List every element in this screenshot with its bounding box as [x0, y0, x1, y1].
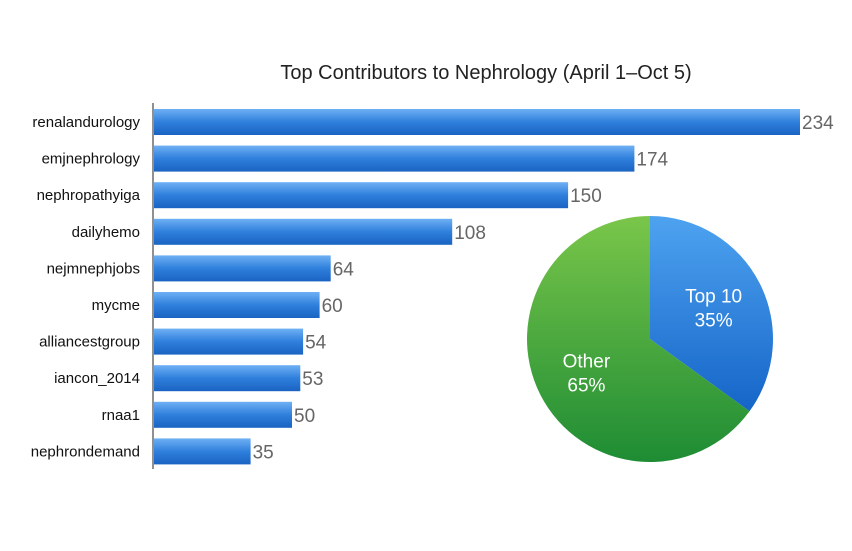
bar-series: renalandurology 234 emjnephrology 174 nephro…: [31, 109, 834, 465]
category-label: nephropathyiga: [37, 187, 141, 204]
bar-iancon-2014: [154, 365, 301, 392]
bar-renalandurology: [154, 109, 800, 135]
value-label: 35: [253, 442, 274, 463]
pie-slice-percent: 35%: [695, 311, 733, 332]
bar-nephrondemand: [154, 438, 251, 465]
category-label: nejmnephjobs: [47, 260, 140, 277]
category-label: renalandurology: [32, 114, 140, 131]
category-label: emjnephrology: [42, 151, 141, 168]
value-label: 234: [802, 113, 834, 134]
value-label: 150: [570, 186, 602, 207]
bar-rnaa1: [154, 401, 292, 428]
value-label: 108: [454, 223, 486, 244]
category-label: nephrondemand: [31, 443, 140, 460]
pie-chart: Top 10 35% Other 65%: [527, 215, 774, 462]
category-label: iancon_2014: [54, 370, 140, 387]
pie-slice-other: [527, 216, 750, 462]
value-label: 53: [302, 369, 323, 390]
value-label: 174: [636, 150, 668, 171]
category-label: dailyhemo: [72, 224, 140, 241]
bar-dailyhemo: [154, 218, 453, 245]
pie-slice-top-10: [650, 215, 774, 412]
pie-slice-percent: 65%: [567, 375, 605, 396]
chart-title: Top Contributors to Nephrology (April 1–…: [280, 62, 691, 84]
value-label: 60: [322, 296, 343, 317]
bar-nephropathyiga: [154, 182, 569, 209]
pie-slice-name: Top 10: [685, 287, 742, 308]
value-label: 50: [294, 406, 315, 427]
value-label: 54: [305, 333, 327, 354]
bar-emjnephrology: [154, 145, 635, 172]
category-label: rnaa1: [102, 407, 140, 424]
value-label: 64: [333, 259, 355, 280]
bar-alliancestgroup: [154, 328, 304, 355]
bar-mycme: [154, 292, 320, 318]
category-label: mycme: [92, 297, 140, 314]
pie-slice-name: Other: [563, 351, 611, 372]
category-label: alliancestgroup: [39, 334, 140, 351]
bar-nejmnephjobs: [154, 255, 331, 282]
